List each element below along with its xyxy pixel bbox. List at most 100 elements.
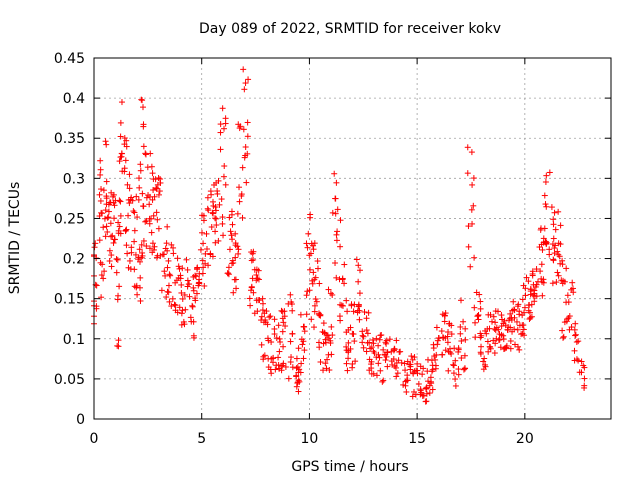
- data-point: [215, 237, 222, 244]
- data-point: [518, 331, 525, 338]
- data-point: [557, 222, 564, 229]
- data-point: [200, 212, 207, 219]
- data-point: [238, 192, 245, 199]
- data-point: [457, 330, 464, 337]
- data-point: [232, 254, 239, 261]
- y-tick-label: 0.1: [63, 332, 85, 348]
- data-point: [106, 247, 113, 254]
- data-point: [163, 294, 170, 301]
- data-point: [514, 326, 521, 333]
- data-point: [351, 338, 358, 345]
- data-point: [101, 268, 108, 275]
- data-point: [213, 222, 220, 229]
- data-point: [431, 353, 438, 360]
- data-point: [124, 250, 131, 257]
- data-point: [259, 300, 266, 307]
- data-point: [298, 360, 305, 367]
- data-point: [573, 339, 580, 346]
- data-point: [208, 223, 215, 230]
- data-point: [231, 276, 238, 283]
- data-point: [217, 146, 224, 153]
- data-point: [113, 269, 120, 276]
- data-point: [148, 215, 155, 222]
- data-point: [153, 209, 160, 216]
- data-point: [276, 335, 283, 342]
- data-point: [304, 244, 311, 251]
- points-layer: [91, 66, 588, 405]
- data-point: [320, 340, 327, 347]
- data-point: [448, 350, 455, 357]
- data-point: [259, 295, 266, 302]
- data-point: [109, 232, 116, 239]
- data-point: [255, 267, 262, 274]
- data-point: [572, 320, 579, 327]
- data-point: [572, 332, 579, 339]
- data-point: [148, 163, 155, 170]
- data-point: [546, 246, 553, 253]
- data-point: [128, 194, 135, 201]
- data-point: [178, 281, 185, 288]
- data-point: [407, 361, 414, 368]
- data-point: [538, 275, 545, 282]
- data-point: [452, 382, 459, 389]
- data-point: [317, 359, 324, 366]
- data-point: [520, 326, 527, 333]
- data-point: [386, 336, 393, 343]
- data-point: [578, 358, 585, 365]
- data-point: [232, 242, 239, 249]
- data-point: [539, 246, 546, 253]
- data-point: [493, 335, 500, 342]
- data-point: [138, 254, 145, 261]
- data-point: [122, 228, 129, 235]
- data-point: [230, 259, 237, 266]
- data-point: [576, 369, 583, 376]
- data-point: [468, 206, 475, 213]
- data-point: [91, 244, 98, 251]
- data-point: [462, 336, 469, 343]
- data-point: [179, 265, 186, 272]
- data-point: [377, 367, 384, 374]
- chart-title: Day 089 of 2022, SRMTID for receiver kok…: [199, 21, 501, 37]
- data-point: [522, 292, 529, 299]
- data-point: [461, 352, 468, 359]
- data-point: [521, 304, 528, 311]
- data-point: [500, 336, 507, 343]
- data-point: [411, 354, 418, 361]
- data-point: [393, 373, 400, 380]
- data-point: [248, 283, 255, 290]
- data-point: [349, 364, 356, 371]
- data-point: [352, 358, 359, 365]
- data-point: [255, 276, 262, 283]
- data-point: [128, 249, 135, 256]
- data-point: [345, 349, 352, 356]
- y-tick-label: 0.45: [54, 51, 85, 67]
- data-point: [131, 209, 138, 216]
- data-point: [581, 375, 588, 382]
- data-point: [143, 217, 150, 224]
- data-point: [190, 287, 197, 294]
- y-tick-label: 0.15: [54, 292, 85, 308]
- data-point: [472, 334, 479, 341]
- data-point: [143, 243, 150, 250]
- data-point: [548, 204, 555, 211]
- data-point: [551, 209, 558, 216]
- data-point: [366, 367, 373, 374]
- data-point: [307, 250, 314, 257]
- data-point: [403, 388, 410, 395]
- data-point: [165, 282, 172, 289]
- data-point: [382, 357, 389, 364]
- data-point: [363, 348, 370, 355]
- data-point: [513, 318, 520, 325]
- data-point: [507, 324, 514, 331]
- data-point: [376, 336, 383, 343]
- data-point: [460, 366, 467, 373]
- data-point: [209, 209, 216, 216]
- data-point: [564, 316, 571, 323]
- data-point: [202, 250, 209, 257]
- data-point: [121, 135, 128, 142]
- data-point: [478, 343, 485, 350]
- data-point: [103, 178, 110, 185]
- data-point: [103, 141, 110, 148]
- data-point: [301, 347, 308, 354]
- data-point: [218, 196, 225, 203]
